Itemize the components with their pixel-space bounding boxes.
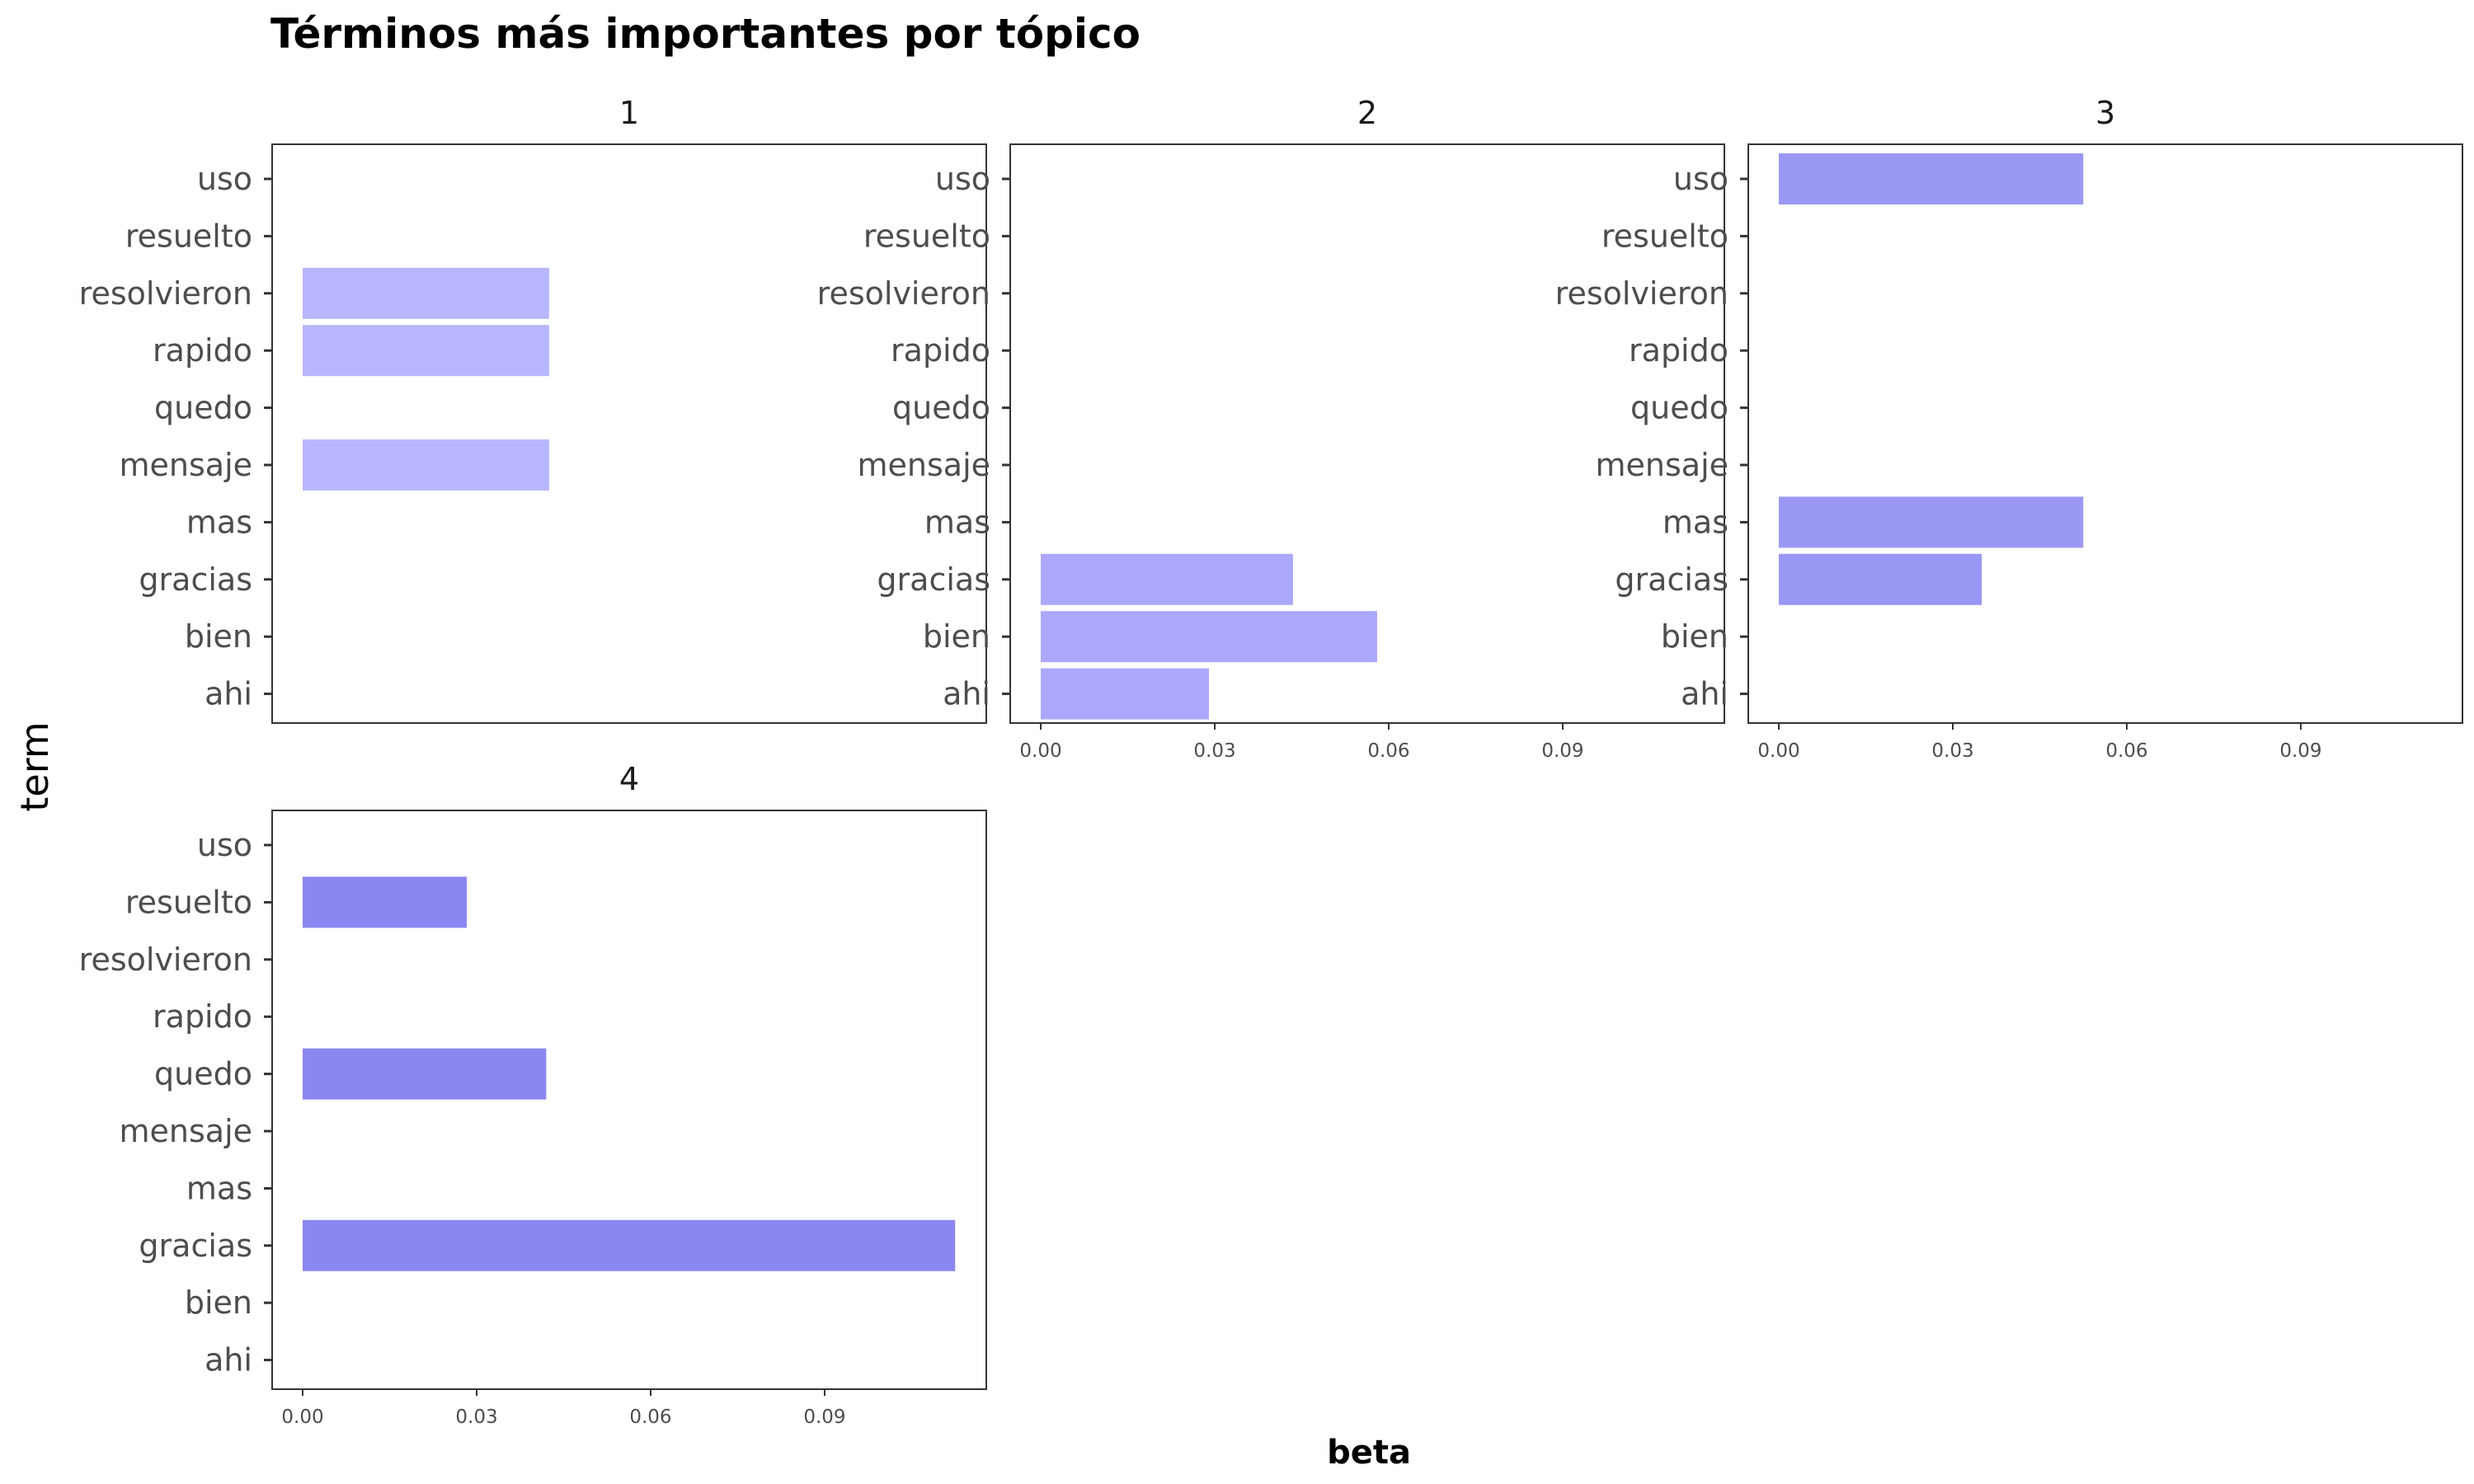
x-tick-label: 0.06 — [1367, 740, 1409, 762]
y-tick-label: mensaje — [858, 447, 991, 483]
facet-panel-4: 4 uso resuelto resolvieron rapido quedo mensaj… — [79, 761, 987, 1428]
bar-mas — [1779, 496, 2084, 548]
y-tick-label: mensaje — [1596, 447, 1729, 483]
y-tick-label: mas — [1663, 504, 1729, 540]
y-tick-label: ahi — [943, 676, 990, 712]
x-tick-label: 0.06 — [2105, 740, 2147, 762]
y-tick-label: rapido — [1629, 332, 1729, 369]
y-tick-label: quedo — [154, 1056, 252, 1092]
bar-mensaje — [303, 439, 549, 491]
facet-strip-label: 4 — [619, 761, 639, 797]
facet-panel-3: 3 uso resuelto resolvieron rapido quedo mensaj… — [1555, 95, 2463, 762]
x-tick-label: 0.06 — [629, 1407, 671, 1428]
y-tick-label: rapido — [153, 998, 252, 1035]
y-tick-label: quedo — [154, 390, 252, 426]
x-tick-label: 0.00 — [281, 1407, 323, 1428]
bar-gracias — [1041, 553, 1293, 605]
panel-border — [271, 143, 987, 724]
y-tick-label: bien — [185, 618, 252, 655]
bar-resolvieron — [303, 267, 549, 319]
panel-border — [1747, 143, 2463, 724]
bar-quedo — [303, 1048, 547, 1100]
y-tick-label: uso — [1673, 161, 1729, 197]
y-tick-label: gracias — [139, 1228, 252, 1264]
y-tick-label: ahi — [205, 676, 252, 712]
bar-gracias — [303, 1219, 956, 1271]
y-tick-label: rapido — [891, 332, 990, 369]
y-tick-label: mensaje — [120, 1113, 253, 1149]
x-tick-label: 0.09 — [803, 1407, 845, 1428]
bar-resuelto — [303, 876, 468, 928]
y-tick-label: mas — [186, 504, 252, 540]
y-tick-label: uso — [935, 161, 990, 197]
y-tick-label: quedo — [892, 390, 990, 426]
bar-rapido — [303, 325, 549, 377]
y-tick-label: resolvieron — [79, 942, 252, 978]
facet-panels: 1 uso resuelto resolvieron rapido quedo mensaj… — [79, 95, 2463, 1428]
x-tick-label: 0.09 — [1541, 740, 1583, 762]
panel-border — [271, 810, 987, 1390]
bar-ahi — [1041, 668, 1209, 720]
y-tick-label: resuelto — [1602, 218, 1729, 254]
bar-uso — [1779, 153, 2084, 204]
y-tick-label: resolvieron — [79, 275, 252, 312]
panel-border — [1009, 143, 1725, 724]
x-axis-label: beta — [1327, 1434, 1411, 1472]
y-tick-label: gracias — [139, 561, 252, 598]
y-tick-label: gracias — [1615, 561, 1729, 598]
x-tick-label: 0.09 — [2279, 740, 2321, 762]
x-tick-label: 0.03 — [1931, 740, 1973, 762]
y-tick-label: ahi — [1681, 676, 1729, 712]
y-tick-label: rapido — [153, 332, 252, 369]
y-tick-label: resuelto — [863, 218, 990, 254]
y-tick-label: mas — [924, 504, 990, 540]
y-tick-label: ahi — [205, 1342, 252, 1378]
x-tick-label: 0.00 — [1757, 740, 1799, 762]
chart-title: Términos más importantes por tópico — [270, 10, 1141, 58]
y-tick-label: gracias — [877, 561, 990, 598]
y-tick-label: bien — [923, 618, 990, 655]
facet-panel-1: 1 uso resuelto resolvieron rapido quedo mensaj… — [79, 95, 987, 724]
facet-strip-label: 2 — [1357, 95, 1377, 131]
bar-bien — [1041, 611, 1377, 663]
y-tick-label: uso — [197, 161, 252, 197]
facet-strip-label: 1 — [619, 95, 639, 131]
y-tick-label: bien — [185, 1284, 252, 1321]
facet-strip-label: 3 — [2095, 95, 2115, 131]
y-tick-label: uso — [197, 827, 252, 863]
y-axis-label: term — [12, 721, 57, 811]
x-tick-label: 0.03 — [455, 1407, 497, 1428]
y-tick-label: resolvieron — [817, 275, 990, 312]
y-tick-label: mas — [186, 1170, 252, 1206]
facet-panel-2: 2 uso resuelto resolvieron rapido quedo mensaj… — [817, 95, 1725, 762]
y-tick-label: resuelto — [125, 884, 252, 920]
y-tick-label: quedo — [1630, 390, 1729, 426]
y-tick-label: bien — [1661, 618, 1729, 655]
y-tick-label: resolvieron — [1555, 275, 1729, 312]
x-tick-label: 0.00 — [1019, 740, 1061, 762]
y-tick-label: resuelto — [125, 218, 252, 254]
x-tick-label: 0.03 — [1193, 740, 1235, 762]
y-tick-label: mensaje — [120, 447, 253, 483]
bar-gracias — [1779, 553, 1982, 605]
